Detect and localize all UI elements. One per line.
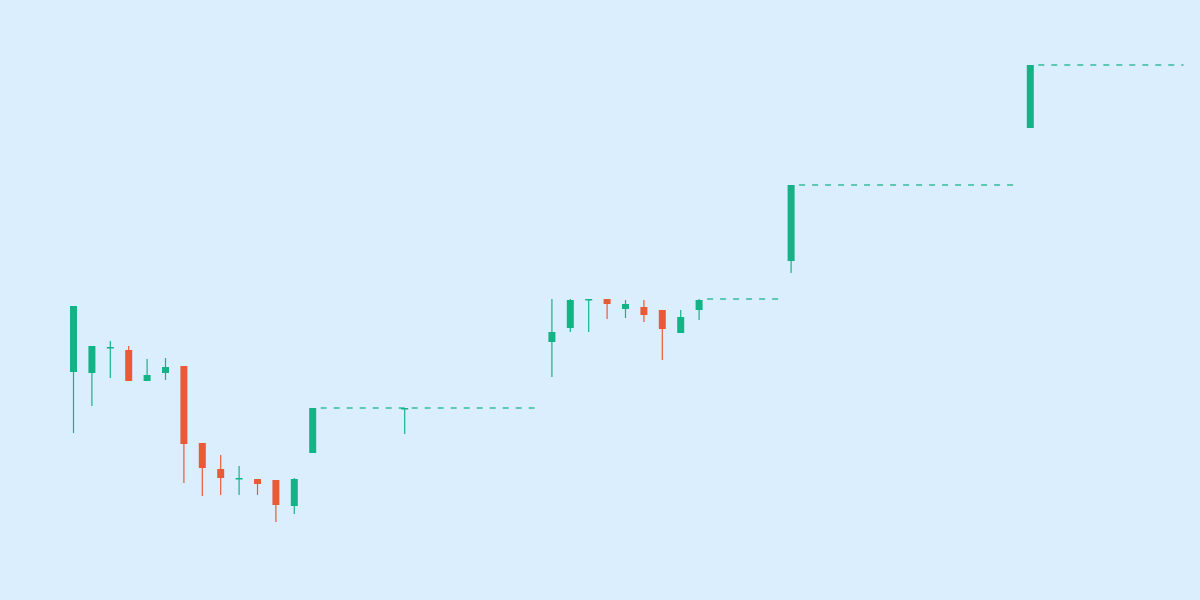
candle-body-up (677, 317, 685, 333)
candle-body-up (235, 478, 243, 480)
candle-body-down (603, 299, 611, 304)
candle-body-up (309, 408, 317, 453)
candle-body-up (290, 479, 298, 506)
candle-body-up (401, 408, 409, 410)
candle-body-up (1026, 65, 1034, 128)
candle-body-down (658, 310, 666, 329)
candle-body-up (622, 304, 629, 309)
candle-body-down (272, 480, 280, 505)
candle-body-up (162, 367, 169, 373)
candle-body-down (198, 443, 206, 468)
candle-body-up (787, 185, 795, 261)
candle-body-up (585, 299, 593, 301)
candle-body-down (254, 479, 261, 484)
candle-body-up (548, 332, 556, 342)
candle-body-down (217, 469, 225, 478)
candle-body-up (695, 300, 703, 310)
candle-body-up (88, 346, 96, 373)
candle-body-up (70, 306, 77, 372)
candle-body-up (143, 375, 151, 381)
candle-body-up (566, 300, 574, 328)
candle-body-down (180, 366, 188, 444)
candle-body-down (640, 307, 648, 315)
candle-body-down (125, 350, 133, 381)
candle-body-up (106, 347, 114, 349)
